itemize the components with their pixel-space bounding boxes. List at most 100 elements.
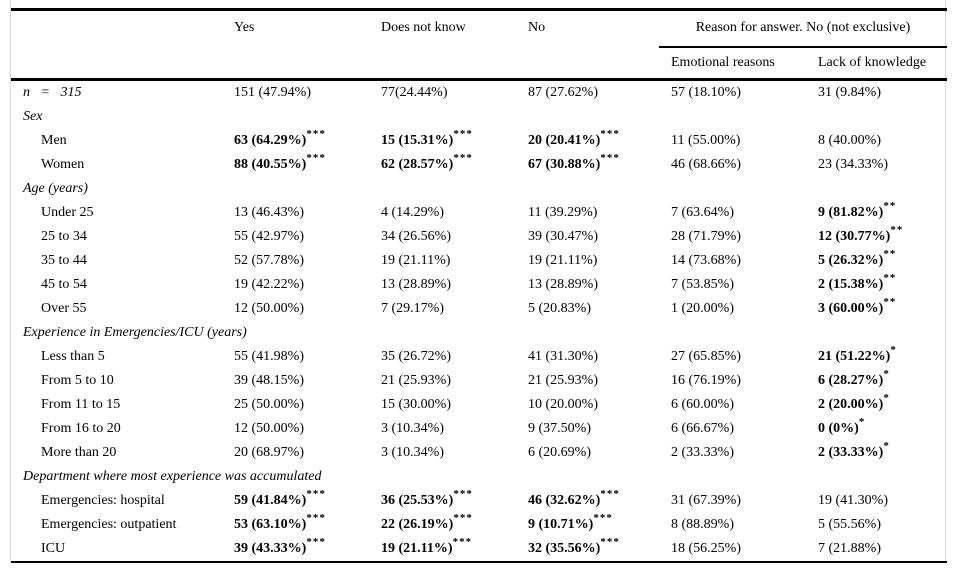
data-cell: 2 (33.33%)* <box>806 441 947 465</box>
data-cell: 4 (14.29%) <box>369 201 516 225</box>
cell-value: 41 (31.30%) <box>528 349 598 364</box>
row-label: Under 25 <box>41 205 94 220</box>
table-row: From 16 to 20 12 (50.00%) 3 (10.34%) 9 (37.… <box>11 417 947 441</box>
cell-value: 6 (60.00%) <box>671 397 734 412</box>
cell-value: 3 (10.34%) <box>381 445 444 460</box>
significance-marker: * <box>858 417 866 429</box>
row-label: From 5 to 10 <box>41 373 114 388</box>
cell-value: 3 (10.34%) <box>381 421 444 436</box>
data-cell: 46 (32.62%)*** <box>516 489 659 513</box>
significance-marker: ** <box>890 225 904 237</box>
significance-marker: *** <box>453 129 473 141</box>
cell-value: 87 (27.62%) <box>528 85 598 100</box>
data-cell: 7 (53.85%) <box>659 273 806 297</box>
cell-value: 151 (47.94%) <box>234 85 311 100</box>
data-cell: 21 (25.93%) <box>516 369 659 393</box>
cell-value: 0 (0%) <box>818 421 859 436</box>
significance-marker: *** <box>452 537 473 549</box>
data-cell: 5 (55.56%) <box>806 513 947 537</box>
data-cell: 19 (21.11%) <box>516 249 659 273</box>
header-yes: Yes <box>222 9 369 81</box>
table-row: From 5 to 10 39 (48.15%) 21 (25.93%) 21 (25… <box>11 369 947 393</box>
cell-value: 7 (21.88%) <box>818 541 881 556</box>
cell-value: 9 (10.71%) <box>528 517 594 532</box>
significance-marker: *** <box>600 153 620 165</box>
data-cell: 3 (10.34%) <box>369 417 516 441</box>
table-row: n = 315 151 (47.94%) 77(24.44%) 87 (27.62%)… <box>11 80 947 106</box>
header-lack-of-knowledge: Lack of knowledge <box>806 47 948 81</box>
table-row: Women 88 (40.55%)*** 62 (28.57%)*** 67 (30.… <box>11 153 947 177</box>
cell-value: 52 (57.78%) <box>234 253 304 268</box>
significance-marker: *** <box>453 153 473 165</box>
significance-marker: *** <box>600 537 620 549</box>
cell-value: 7 (63.64%) <box>671 205 734 220</box>
cell-value: 34 (26.56%) <box>381 229 451 244</box>
data-cell: 39 (48.15%) <box>222 369 369 393</box>
cell-value: 39 (43.33%) <box>234 541 307 556</box>
section-row: Sex <box>11 105 947 129</box>
data-cell: 7 (29.17%) <box>369 297 516 321</box>
header-does-not-know: Does not know <box>369 9 516 81</box>
row-label: Department where most experience was acc… <box>23 469 322 484</box>
significance-marker: *** <box>600 129 620 141</box>
significance-marker: ** <box>883 273 897 285</box>
significance-marker: *** <box>306 153 326 165</box>
data-cell: 57 (18.10%) <box>659 80 806 106</box>
data-cell: 59 (41.84%)*** <box>222 489 369 513</box>
row-label: Less than 5 <box>41 349 105 364</box>
cell-value: 36 (25.53%) <box>381 493 454 508</box>
cell-value: 28 (71.79%) <box>671 229 741 244</box>
row-label: ICU <box>41 541 66 556</box>
cell-value: 19 (21.11%) <box>528 253 598 268</box>
cell-value: 7 (29.17%) <box>381 301 444 316</box>
cell-value: 22 (26.19%) <box>381 517 454 532</box>
data-cell: 11 (55.00%) <box>659 129 806 153</box>
data-cell: 55 (41.98%) <box>222 345 369 369</box>
row-label: Sex <box>23 109 43 124</box>
data-cell: 3 (60.00%)** <box>806 297 947 321</box>
cell-value: 13 (46.43%) <box>234 205 304 220</box>
data-cell: 39 (43.33%)*** <box>222 537 369 562</box>
data-cell: 15 (15.31%)*** <box>369 129 516 153</box>
data-cell: 53 (63.10%)*** <box>222 513 369 537</box>
header-row-main: Yes Does not know No Reason for answer. … <box>11 9 948 81</box>
data-cell: 55 (42.97%) <box>222 225 369 249</box>
data-cell: 21 (25.93%) <box>369 369 516 393</box>
data-cell: 2 (33.33%) <box>659 441 806 465</box>
data-cell: 22 (26.19%)*** <box>369 513 516 537</box>
table-row: From 11 to 15 25 (50.00%) 15 (30.00%) 10 (2… <box>11 393 947 417</box>
table-row: Emergencies: hospital 59 (41.84%)*** 36 (2… <box>11 489 947 513</box>
data-cell: 15 (30.00%) <box>369 393 516 417</box>
data-cell: 3 (10.34%) <box>369 441 516 465</box>
data-cell: 46 (68.66%) <box>659 153 806 177</box>
cell-value: 4 (14.29%) <box>381 205 444 220</box>
cell-value: 11 (39.29%) <box>528 205 598 220</box>
data-cell: 19 (21.11%) <box>369 249 516 273</box>
data-cell: 41 (31.30%) <box>516 345 659 369</box>
data-cell: 12 (30.77%)** <box>806 225 947 249</box>
data-cell: 16 (76.19%) <box>659 369 806 393</box>
table-row: More than 20 20 (68.97%) 3 (10.34%) 6 (20.6… <box>11 441 947 465</box>
data-cell: 77(24.44%) <box>369 80 516 106</box>
cell-value: 6 (20.69%) <box>528 445 591 460</box>
cell-value: 9 (81.82%) <box>818 205 884 220</box>
table-row: Men 63 (64.29%)*** 15 (15.31%)*** 20 (20.41… <box>11 129 947 153</box>
row-label: Age (years) <box>23 181 88 196</box>
section-row: Department where most experience was acc… <box>11 465 947 489</box>
table-row: Emergencies: outpatient 53 (63.10%)*** 22 … <box>11 513 947 537</box>
data-cell: 28 (71.79%) <box>659 225 806 249</box>
data-cell: 2 (20.00%)* <box>806 393 947 417</box>
cell-value: 19 (41.30%) <box>818 493 888 508</box>
cell-value: 5 (26.32%) <box>818 253 884 268</box>
cell-value: 88 (40.55%) <box>234 157 307 172</box>
cell-value: 15 (30.00%) <box>381 397 451 412</box>
row-label: Emergencies: outpatient <box>41 517 177 532</box>
cell-value: 5 (20.83%) <box>528 301 591 316</box>
section-row: Experience in Emergencies/ICU (years) <box>11 321 947 345</box>
significance-marker: *** <box>306 513 326 525</box>
data-cell: 0 (0%)* <box>806 417 947 441</box>
table-row: Less than 5 55 (41.98%) 35 (26.72%) 41 (31.… <box>11 345 947 369</box>
data-cell: 67 (30.88%)*** <box>516 153 659 177</box>
data-cell: 13 (28.89%) <box>516 273 659 297</box>
data-cell: 88 (40.55%)*** <box>222 153 369 177</box>
